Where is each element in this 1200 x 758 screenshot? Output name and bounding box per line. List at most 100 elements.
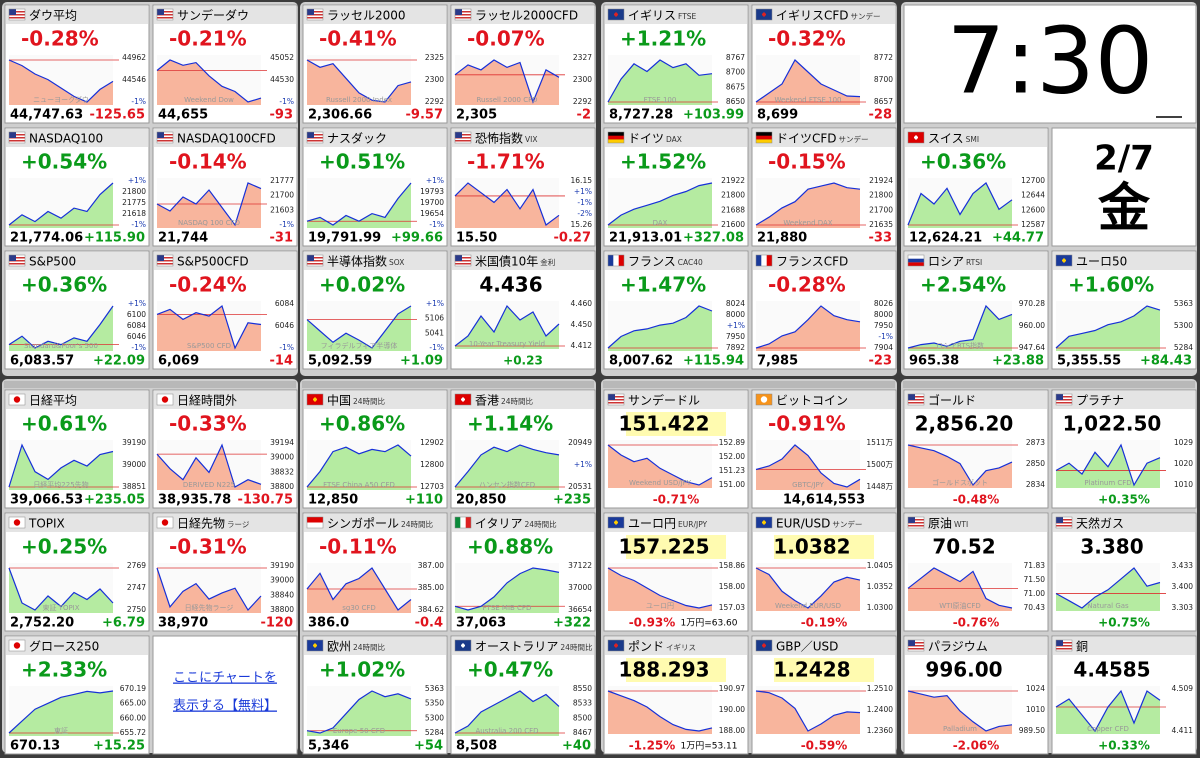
tile-name: ゴールド: [928, 393, 976, 408]
price-line: [1055, 305, 1161, 349]
axis-label: 21600: [721, 220, 745, 229]
tile-header: [905, 514, 1047, 532]
tile-header: [753, 391, 895, 409]
axis-label: 12800: [420, 460, 444, 469]
tile: ラッセル2000CFD -0.07% Russell 2000 CFD 2327 230…: [450, 4, 596, 124]
axis-label: 21700: [869, 205, 893, 214]
change-percent: +0.23: [503, 354, 543, 368]
flag-part: [760, 396, 768, 403]
tile: 日経時間外 -0.33% DERIVED N225 39194 39000 38832 38…: [152, 389, 298, 509]
tile: EUR/USD サンデー 1.0382 Weekend EUR/USD 1.0405 1.…: [751, 512, 897, 632]
axis-label: 8000: [874, 310, 893, 319]
flag-border: [454, 254, 472, 267]
change: +22.09: [93, 354, 145, 369]
chart-area: [307, 306, 411, 351]
chart-area: [1056, 445, 1160, 488]
change-percent: +1.14%: [467, 412, 553, 436]
chart-area: [307, 445, 411, 490]
flag: [755, 393, 773, 406]
tile-sub: サンデー: [851, 11, 881, 21]
price: 70.52: [932, 535, 995, 559]
tile-sub: ラージ: [227, 520, 250, 529]
flag-border: [8, 393, 26, 406]
price-line: [156, 567, 262, 611]
axis-label: 8700: [726, 68, 745, 77]
chart-area: [608, 691, 712, 734]
price-line: [907, 444, 1013, 486]
price-line: [607, 182, 713, 226]
price: 996.00: [925, 658, 1002, 682]
flag-part: [1056, 402, 1072, 404]
flag-border: [755, 639, 773, 652]
flag-part: [9, 134, 25, 136]
change-percent: -0.07%: [467, 27, 545, 51]
axis-label: 151.00: [719, 480, 745, 489]
tile: ダウ平均 -0.28% ニューヨークダウ 44962 44546 -1% 44,747.63…: [4, 4, 150, 124]
chart-link[interactable]: 表示する【無料】: [173, 699, 277, 714]
watermark: Weekend Dow: [184, 96, 234, 104]
flag: [454, 639, 472, 652]
tile-header: [452, 6, 594, 24]
axis-label: 37000: [568, 583, 592, 592]
tile-header: [304, 252, 446, 270]
axis-label: 2834: [1026, 480, 1045, 489]
flag-part: [307, 137, 323, 139]
flag: [454, 8, 472, 21]
flag-part: [908, 640, 915, 646]
change-percent: -0.21%: [169, 27, 247, 51]
flag-part: [908, 258, 924, 263]
tile-name: 中国: [327, 393, 351, 408]
flag: [156, 393, 174, 406]
chart-link[interactable]: ここにチャートを: [173, 671, 277, 686]
change-percent: -0.11%: [319, 535, 397, 559]
flag: [755, 254, 773, 267]
axis-label: 21700: [270, 191, 294, 200]
price: 157.225: [618, 535, 709, 559]
flag: [755, 8, 773, 21]
axis-label: 21922: [721, 176, 745, 185]
tile: 天然ガス 3.380 Natural Gas 3.433 3.400 3.303 +0.75…: [1051, 512, 1197, 632]
flag: [454, 393, 472, 406]
axis-label: 2325: [425, 53, 444, 62]
watermark: DAX: [653, 219, 668, 227]
flag: [907, 639, 925, 652]
change: +103.99: [683, 108, 744, 123]
chart-area: [608, 60, 712, 105]
tile: ラッセル2000 -0.41% Russell 2000 Index 2325 2300…: [302, 4, 448, 124]
flag-border: [454, 393, 472, 406]
axis-label: 5363: [425, 684, 444, 693]
price: 5,346: [308, 739, 349, 754]
axis-label: 20531: [568, 482, 592, 491]
flag-part: [455, 517, 471, 528]
flag-part: [608, 394, 615, 400]
tile-name: ラッセル2000CFD: [475, 9, 578, 23]
change: +1.09: [400, 354, 443, 369]
flag-border: [454, 639, 472, 652]
price-line: [156, 304, 262, 350]
chart-area: [9, 60, 113, 105]
change: +322: [553, 616, 591, 631]
price: 15.50: [456, 231, 497, 246]
watermark: Natural Gas: [1087, 602, 1129, 610]
axis-label: 4.460: [571, 299, 593, 308]
tile-name: ビットコイン: [776, 394, 848, 408]
tile-header: [605, 252, 747, 270]
change-percent: +0.36%: [920, 150, 1006, 174]
change: -93: [270, 108, 294, 123]
axis-label: 188.00: [719, 726, 745, 735]
axis-label: 39190: [122, 438, 146, 447]
chart-area: [157, 306, 261, 351]
price: 4.436: [479, 273, 542, 297]
axis-label: 21688: [721, 205, 745, 214]
flag-part: [1063, 258, 1065, 263]
flag-border: [8, 8, 26, 21]
change-percent: -1.25%: [629, 739, 676, 753]
axis-label: +1%: [128, 299, 146, 308]
price: 2,305: [456, 108, 497, 123]
flag-part: [1056, 648, 1072, 650]
change: -0.27: [554, 231, 591, 246]
axis-label: -1%: [429, 343, 444, 352]
axis-label: 7950: [874, 321, 893, 330]
price: 3.380: [1080, 535, 1143, 559]
price-highlight: [626, 412, 726, 436]
